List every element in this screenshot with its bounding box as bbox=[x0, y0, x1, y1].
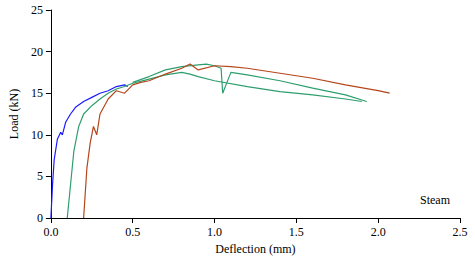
svg-text:1.5: 1.5 bbox=[289, 225, 304, 239]
svg-text:25: 25 bbox=[31, 3, 43, 17]
svg-text:0.0: 0.0 bbox=[43, 225, 58, 239]
svg-text:5: 5 bbox=[37, 169, 43, 183]
svg-text:1.0: 1.0 bbox=[207, 225, 222, 239]
svg-text:15: 15 bbox=[31, 86, 43, 100]
svg-text:Load (kN): Load (kN) bbox=[7, 89, 21, 139]
svg-text:0: 0 bbox=[37, 211, 43, 225]
svg-text:Steam: Steam bbox=[420, 193, 451, 207]
svg-text:2.0: 2.0 bbox=[371, 225, 386, 239]
svg-text:10: 10 bbox=[31, 128, 43, 142]
svg-text:2.5: 2.5 bbox=[453, 225, 468, 239]
svg-text:Deflection (mm): Deflection (mm) bbox=[215, 242, 295, 256]
svg-text:0.5: 0.5 bbox=[125, 225, 140, 239]
svg-text:20: 20 bbox=[31, 45, 43, 59]
